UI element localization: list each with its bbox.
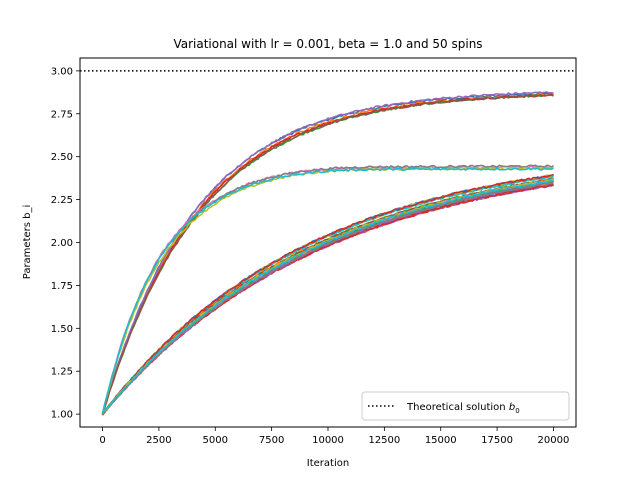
series-line-group-1 [101, 167, 554, 414]
chart-title: Variational with lr = 0.001, beta = 1.0 … [173, 37, 482, 51]
legend-label-subscript: 0 [515, 407, 519, 415]
x-tick-label: 5000 [203, 435, 228, 446]
y-tick-label: 3.00 [51, 66, 73, 77]
y-tick-label: 2.50 [51, 152, 73, 163]
x-tick-label: 15000 [425, 435, 457, 446]
y-tick-label: 1.00 [51, 410, 73, 421]
legend: Theoretical solution b0 [361, 391, 570, 421]
y-axis-ticks: 1.00 1.25 1.50 1.75 2.00 2.25 2.50 2.75 3.00 [51, 66, 80, 421]
x-tick-label: 12500 [368, 435, 400, 446]
x-tick-label: 2500 [146, 435, 171, 446]
y-tick-label: 2.00 [51, 238, 73, 249]
series-line-group-2 [101, 181, 554, 415]
y-tick-label: 1.50 [51, 324, 73, 335]
x-tick-label: 20000 [538, 435, 570, 446]
x-tick-label: 10000 [312, 435, 344, 446]
x-tick-label: 7500 [259, 435, 284, 446]
x-axis-label: Iteration [307, 458, 349, 469]
y-tick-label: 1.75 [51, 281, 73, 292]
x-tick-label: 17500 [481, 435, 513, 446]
y-axis-label: Parameters b_i [22, 205, 33, 280]
legend-box [361, 391, 570, 421]
x-axis-ticks: 0 2500 5000 7500 10000 12500 15000 17500 20000 [99, 427, 569, 446]
series-layer [101, 91, 555, 416]
series-line-group-2 [101, 179, 554, 414]
legend-label-text: Theoretical solution [406, 402, 506, 413]
y-tick-label: 1.25 [51, 367, 73, 378]
legend-label-theoretical: Theoretical solution b0 [406, 402, 520, 415]
series-line-group-2 [101, 173, 554, 415]
series-line-group-0 [101, 94, 554, 415]
y-tick-label: 2.75 [51, 109, 73, 120]
legend-label-symbol: b [509, 402, 515, 413]
y-tick-label: 2.25 [51, 195, 73, 206]
x-tick-label: 0 [99, 435, 105, 446]
